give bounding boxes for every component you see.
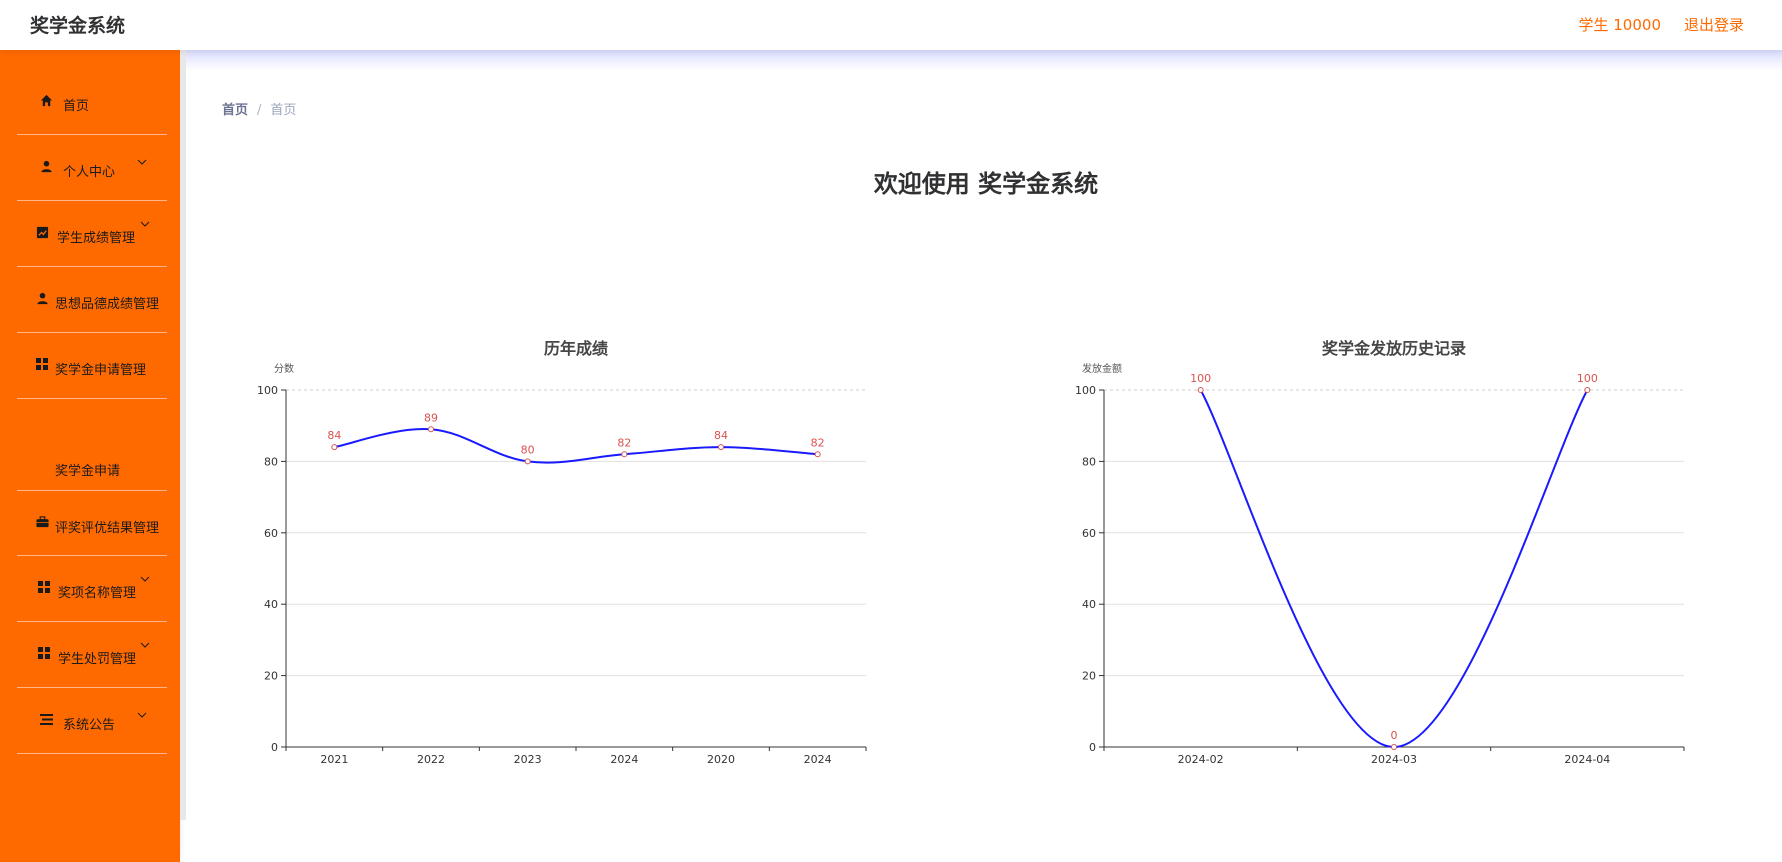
x-tick-label: 2024 (610, 753, 638, 766)
y-axis-label: 发放金额 (1082, 362, 1122, 375)
data-point (718, 444, 724, 451)
y-tick-label: 80 (1082, 455, 1096, 468)
data-point (1584, 387, 1591, 393)
y-tick-label: 60 (1082, 527, 1096, 540)
data-label: 82 (811, 436, 825, 449)
grid-icon (37, 580, 51, 594)
sidebar-item-label: 学生成绩管理 (57, 231, 136, 246)
grid-icon (37, 646, 51, 660)
x-tick-label: 2024-04 (1564, 753, 1610, 766)
sidebar: 首页 个人中心 学生成绩管理 思想品德成绩管理 奖学金申请管理 奖学金申请 (0, 50, 180, 862)
x-tick-label: 2022 (417, 753, 445, 766)
data-label: 84 (714, 429, 728, 442)
data-point (621, 451, 628, 458)
sidebar-item-moral-grade[interactable]: 思想品德成绩管理 (17, 267, 167, 333)
data-label: 100 (1190, 372, 1211, 385)
sidebar-item-label: 奖项名称管理 (58, 586, 137, 601)
data-point (1391, 744, 1397, 750)
sidebar-item-scholarship-application[interactable]: 奖学金申请管理 (17, 333, 167, 399)
sidebar-item-award-results[interactable]: 评奖评优结果管理 (17, 490, 167, 556)
data-point (814, 451, 821, 458)
sidebar-item-label: 系统公告 (63, 718, 116, 733)
sidebar-item-grade-management[interactable]: 学生成绩管理 (17, 201, 167, 267)
grid-icon (35, 357, 49, 371)
y-tick-label: 20 (1082, 670, 1096, 683)
breadcrumb: 首页 / 首页 (222, 99, 296, 118)
y-tick-label: 100 (257, 384, 278, 397)
user-icon (39, 159, 53, 173)
x-tick-label: 2024-02 (1178, 753, 1224, 766)
series-line (1199, 389, 1589, 749)
data-label: 82 (617, 436, 631, 449)
app-title: 奖学金系统 (30, 15, 126, 37)
chevron-down-icon (135, 708, 149, 722)
chevron-down-icon (138, 572, 152, 586)
y-axis-label: 分数 (274, 362, 294, 375)
chart-title: 历年成绩 (544, 339, 608, 358)
user-icon (35, 291, 49, 305)
sidebar-scrollbar[interactable] (180, 50, 186, 820)
sidebar-item-home[interactable]: 首页 (17, 69, 167, 135)
top-header: 奖学金系统 学生 10000 退出登录 (0, 0, 1782, 50)
y-tick-label: 0 (1089, 741, 1096, 754)
data-point (428, 426, 434, 433)
data-label: 84 (327, 429, 341, 442)
x-tick-label: 2020 (707, 753, 735, 766)
y-tick-label: 20 (264, 670, 278, 683)
chevron-down-icon (138, 217, 152, 231)
sidebar-item-student-penalty[interactable]: 学生处罚管理 (17, 622, 167, 688)
x-tick-label: 2021 (320, 753, 348, 766)
current-user[interactable]: 学生 10000 (1578, 16, 1662, 34)
breadcrumb-current: 首页 (270, 103, 297, 118)
y-tick-label: 100 (1075, 384, 1096, 397)
welcome-heading: 欢迎使用 奖学金系统 (873, 170, 1099, 198)
sidebar-item-label: 个人中心 (63, 165, 116, 180)
home-icon (39, 93, 53, 107)
x-tick-label: 2024 (804, 753, 832, 766)
sidebar-item-label: 评奖评优结果管理 (55, 521, 160, 536)
chevron-down-icon (138, 638, 152, 652)
y-tick-label: 80 (264, 455, 278, 468)
series-line (334, 428, 818, 464)
chevron-down-icon (135, 155, 149, 169)
data-point (524, 458, 531, 465)
breadcrumb-home[interactable]: 首页 (222, 103, 249, 118)
data-point (331, 444, 338, 451)
chart-title: 奖学金发放历史记录 (1322, 339, 1466, 358)
y-tick-label: 40 (1082, 598, 1096, 611)
chart-line-icon (35, 225, 49, 239)
data-label: 89 (424, 411, 438, 424)
data-point (1197, 387, 1204, 393)
header-shadow (186, 50, 1782, 70)
sidebar-item-label: 思想品德成绩管理 (55, 297, 160, 312)
x-tick-label: 2023 (514, 753, 542, 766)
y-tick-label: 40 (264, 598, 278, 611)
data-label: 0 (1391, 729, 1398, 742)
logout-button[interactable]: 退出登录 (1683, 16, 1744, 34)
x-tick-label: 2024-03 (1371, 753, 1417, 766)
y-tick-label: 0 (271, 741, 278, 754)
sidebar-item-label: 首页 (63, 99, 90, 114)
list-icon (39, 712, 53, 726)
sidebar-item-announcements[interactable]: 系统公告 (17, 688, 167, 754)
data-label: 80 (521, 443, 535, 456)
briefcase-icon (35, 515, 49, 529)
y-tick-label: 60 (264, 527, 278, 540)
submenu-item-scholarship-apply[interactable]: 奖学金申请 (55, 464, 121, 479)
sidebar-item-personal-center[interactable]: 个人中心 (17, 135, 167, 201)
sidebar-item-award-names[interactable]: 奖项名称管理 (17, 556, 167, 622)
sidebar-item-label: 奖学金申请管理 (55, 363, 147, 378)
data-label: 100 (1577, 372, 1598, 385)
breadcrumb-separator: / (257, 103, 262, 118)
sidebar-item-label: 学生处罚管理 (58, 652, 137, 667)
